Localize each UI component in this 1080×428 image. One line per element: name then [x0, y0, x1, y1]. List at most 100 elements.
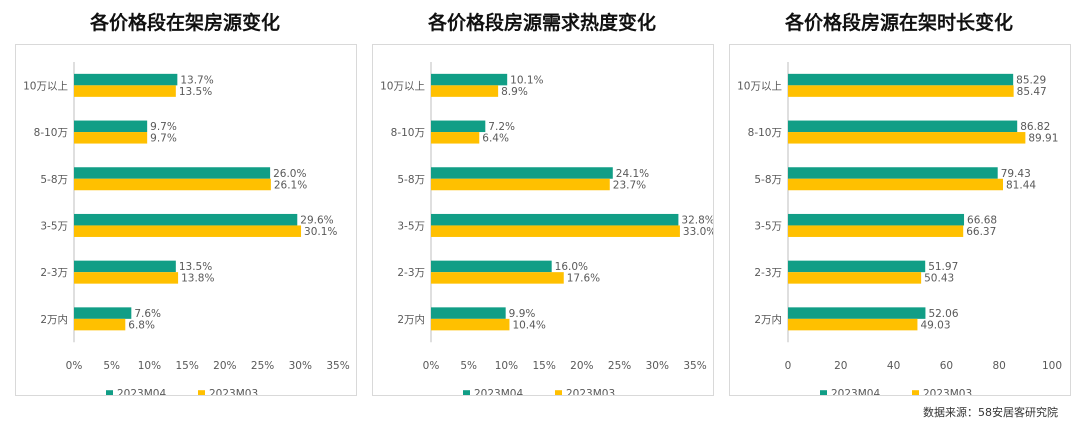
- bar-2023M03: [431, 272, 564, 284]
- chart-panel-2: 10万以上 10.1% 8.9% 8-10万 7.2% 6.4% 5-8万 24.1% 23.7…: [372, 44, 714, 396]
- bar-2023M03: [74, 178, 271, 191]
- category-label: 10万以上: [380, 80, 425, 92]
- category-label: 3-5万: [397, 220, 425, 232]
- category-label: 10万以上: [737, 80, 782, 92]
- category-label: 2万内: [40, 313, 68, 326]
- data-label: 32.8%: [681, 214, 713, 226]
- data-label: 85.29: [1016, 74, 1046, 86]
- chart-title-3: 各价格段房源在架时长变化: [784, 12, 1013, 34]
- data-label: 86.82: [1020, 121, 1050, 133]
- x-tick-label: 0%: [66, 360, 83, 372]
- bar-2023M04: [74, 120, 148, 133]
- x-tick-label: 60: [940, 360, 953, 372]
- data-label: 7.6%: [134, 308, 161, 320]
- category-label: 8-10万: [748, 127, 782, 139]
- category-label: 2-3万: [754, 267, 782, 279]
- legend-swatch: [198, 390, 205, 395]
- category-label: 2万内: [397, 313, 425, 326]
- data-label: 10.1%: [510, 74, 543, 86]
- data-label: 30.1%: [304, 226, 337, 238]
- bar-2023M03: [788, 132, 1026, 144]
- data-label: 50.43: [924, 273, 954, 285]
- x-tick-label: 0%: [423, 360, 440, 372]
- data-label: 29.6%: [300, 214, 333, 226]
- chart-svg-1: 10万以上 13.7%13.5%8-10万 9.7%9.7%5-8万 26.0%26.…: [23, 62, 350, 395]
- category-label: 5-8万: [397, 174, 425, 186]
- bar-2023M03: [431, 132, 480, 144]
- x-tick-label: 35%: [683, 360, 706, 372]
- bar-2023M03: [431, 178, 610, 191]
- bar-2023M04: [74, 167, 271, 179]
- category-label: 5-8万: [40, 174, 68, 186]
- x-tick-label: 5%: [103, 360, 120, 372]
- data-label: 85.47: [1017, 86, 1047, 98]
- x-tick-label: 20%: [570, 360, 593, 372]
- category-label: 2万内: [754, 313, 782, 326]
- data-label: 33.0%: [683, 226, 713, 238]
- x-tick-label: 15%: [532, 360, 555, 372]
- data-label: 17.6%: [567, 273, 600, 285]
- x-tick-label: 20: [834, 360, 847, 372]
- data-label: 79.43: [1001, 168, 1031, 180]
- data-label: 13.8%: [181, 273, 214, 285]
- data-label: 9.7%: [150, 121, 177, 133]
- x-tick-label: 20%: [213, 360, 236, 372]
- x-tick-label: 30%: [646, 360, 669, 372]
- data-label: 7.2%: [488, 121, 515, 133]
- legend-swatch: [106, 390, 113, 395]
- category-label: 8-10万: [34, 127, 68, 139]
- legend-swatch: [912, 390, 919, 395]
- category-label: 3-5万: [754, 220, 782, 232]
- bar-2023M03: [788, 85, 1014, 97]
- category-label: 5-8万: [754, 174, 782, 186]
- category-label: 2-3万: [397, 267, 425, 279]
- data-label: 8.9%: [501, 86, 528, 98]
- bar-2023M03: [788, 225, 964, 237]
- x-tick-label: 40: [887, 360, 900, 372]
- bar-2023M03: [74, 132, 148, 144]
- data-label: 26.1%: [274, 179, 307, 191]
- bar-2023M03: [74, 318, 126, 331]
- bar-2023M04: [431, 213, 679, 226]
- x-tick-label: 15%: [175, 360, 198, 372]
- data-label: 13.5%: [179, 86, 212, 98]
- legend-swatch: [463, 390, 470, 395]
- bar-2023M04: [788, 260, 926, 273]
- bar-2023M03: [74, 225, 302, 237]
- bar-2023M04: [431, 307, 506, 319]
- bar-2023M03: [788, 318, 918, 331]
- bar-2023M04: [788, 307, 926, 319]
- chart-panel-1: 10万以上 13.7% 13.5% 8-10万 9.7% 9.7% 5-8万 26.0% 26.…: [15, 44, 357, 396]
- legend-label: 2023M04: [117, 388, 166, 395]
- bar-2023M04: [431, 73, 508, 86]
- data-label: 6.4%: [482, 133, 509, 145]
- x-tick-label: 25%: [251, 360, 274, 372]
- data-label: 9.7%: [150, 133, 177, 145]
- bar-2023M04: [431, 120, 486, 133]
- data-source-note: 数据来源：58安居客研究院: [923, 406, 1058, 419]
- chart-panel-3: 10万以上 85.29 85.47 8-10万 86.82 89.91 5-8万 79.43 8…: [729, 44, 1071, 396]
- bar-2023M03: [431, 318, 510, 331]
- x-tick-label: 80: [993, 360, 1006, 372]
- legend-swatch: [820, 390, 827, 395]
- bar-2023M04: [74, 307, 132, 319]
- data-label: 52.06: [928, 308, 958, 320]
- category-label: 3-5万: [40, 220, 68, 232]
- data-label: 66.37: [966, 226, 996, 238]
- x-tick-label: 10%: [495, 360, 518, 372]
- data-label: 23.7%: [613, 179, 646, 191]
- bar-2023M04: [431, 260, 552, 273]
- legend-label: 2023M03: [923, 388, 972, 395]
- bar-2023M04: [788, 167, 998, 179]
- data-label: 24.1%: [616, 168, 649, 180]
- legend-label: 2023M04: [474, 388, 523, 395]
- data-label: 81.44: [1006, 179, 1036, 191]
- bar-2023M04: [431, 167, 613, 179]
- bar-2023M04: [74, 260, 176, 273]
- data-label: 6.8%: [128, 319, 155, 331]
- chart-title-2: 各价格段房源需求热度变化: [427, 12, 656, 34]
- bar-2023M03: [788, 272, 922, 284]
- bar-2023M04: [788, 120, 1018, 133]
- data-label: 13.5%: [179, 261, 212, 273]
